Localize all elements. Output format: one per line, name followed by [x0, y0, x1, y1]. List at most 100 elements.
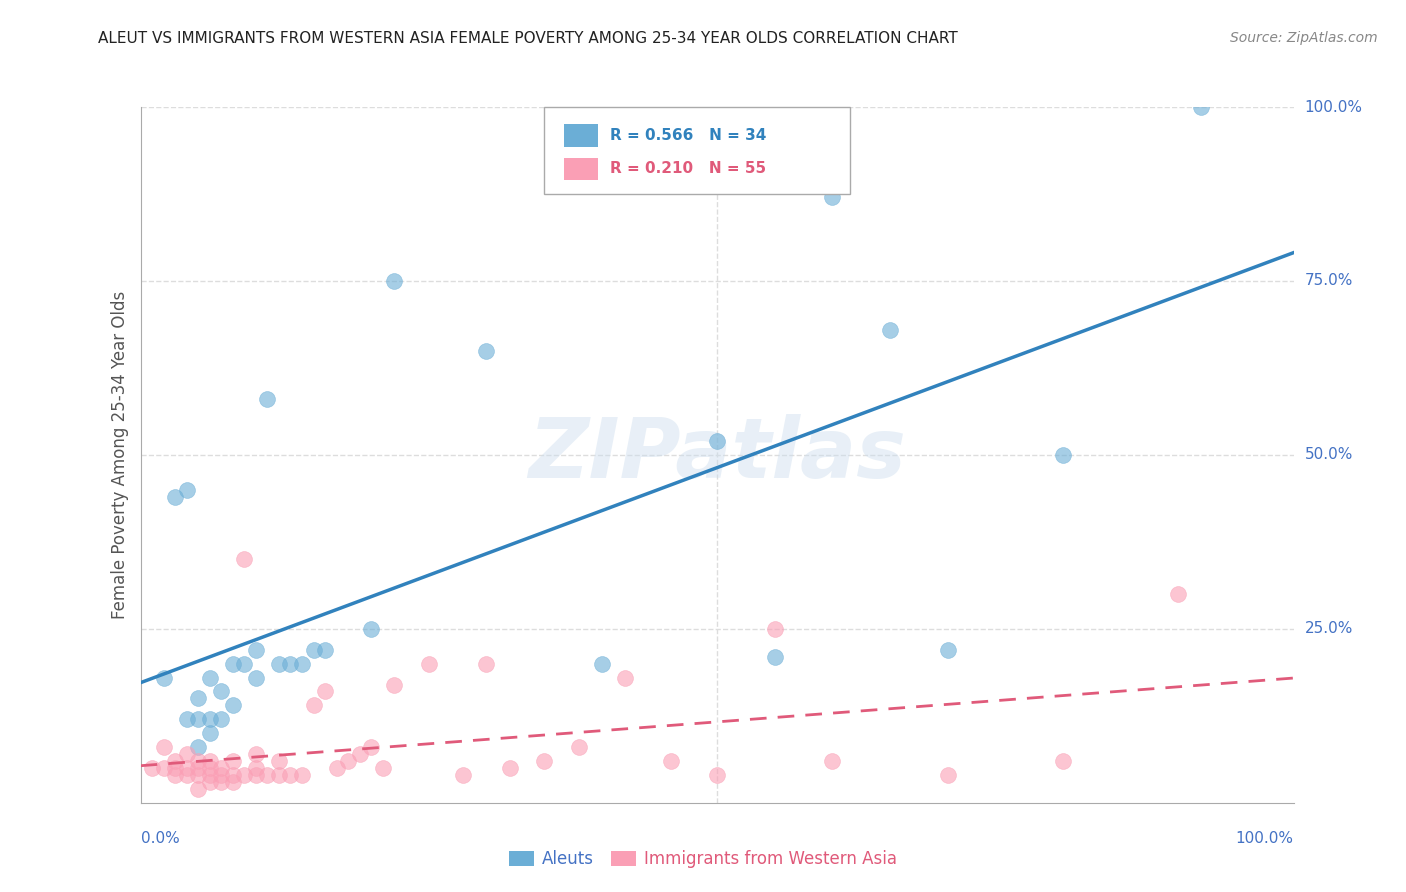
- Text: ZIPatlas: ZIPatlas: [529, 415, 905, 495]
- Point: [763, 649, 786, 664]
- Point: [187, 761, 209, 775]
- Point: [936, 768, 959, 782]
- Point: [187, 754, 209, 768]
- Point: [187, 781, 209, 796]
- Point: [222, 768, 245, 782]
- Point: [349, 747, 371, 761]
- Point: [165, 754, 187, 768]
- Text: Source: ZipAtlas.com: Source: ZipAtlas.com: [1230, 31, 1378, 45]
- Point: [568, 740, 591, 755]
- Point: [1167, 587, 1189, 601]
- Point: [256, 768, 278, 782]
- Point: [325, 761, 347, 775]
- Point: [198, 768, 221, 782]
- Y-axis label: Female Poverty Among 25-34 Year Olds: Female Poverty Among 25-34 Year Olds: [111, 291, 129, 619]
- Point: [222, 698, 245, 713]
- Point: [245, 642, 267, 657]
- Point: [302, 642, 325, 657]
- Point: [591, 657, 613, 671]
- Legend: Aleuts, Immigrants from Western Asia: Aleuts, Immigrants from Western Asia: [502, 844, 904, 875]
- Point: [176, 483, 198, 497]
- Point: [256, 392, 278, 407]
- Point: [659, 754, 682, 768]
- Point: [198, 761, 221, 775]
- FancyBboxPatch shape: [544, 107, 849, 194]
- Text: 50.0%: 50.0%: [1305, 448, 1353, 462]
- Point: [498, 761, 520, 775]
- Text: R = 0.566   N = 34: R = 0.566 N = 34: [610, 128, 766, 143]
- Point: [165, 768, 187, 782]
- Point: [314, 642, 336, 657]
- Point: [152, 671, 174, 685]
- Point: [267, 768, 290, 782]
- Text: R = 0.210   N = 55: R = 0.210 N = 55: [610, 161, 766, 177]
- Point: [533, 754, 555, 768]
- Point: [821, 190, 844, 204]
- Point: [198, 726, 221, 740]
- Point: [233, 657, 256, 671]
- Point: [267, 754, 290, 768]
- Point: [821, 754, 844, 768]
- Point: [706, 768, 728, 782]
- Point: [245, 747, 267, 761]
- Point: [209, 775, 232, 789]
- Point: [209, 768, 232, 782]
- Bar: [564, 158, 599, 180]
- Text: 0.0%: 0.0%: [141, 830, 180, 846]
- Point: [475, 657, 498, 671]
- Point: [209, 712, 232, 726]
- Point: [360, 740, 382, 755]
- Point: [176, 768, 198, 782]
- Point: [314, 684, 336, 698]
- Point: [291, 657, 314, 671]
- Point: [222, 754, 245, 768]
- Text: 100.0%: 100.0%: [1305, 100, 1362, 114]
- Point: [1052, 754, 1074, 768]
- Point: [337, 754, 360, 768]
- Point: [198, 754, 221, 768]
- Point: [176, 761, 198, 775]
- Point: [233, 768, 256, 782]
- Point: [222, 657, 245, 671]
- Point: [233, 552, 256, 566]
- Point: [360, 622, 382, 636]
- Point: [291, 768, 314, 782]
- Point: [141, 761, 163, 775]
- Point: [245, 768, 267, 782]
- Point: [936, 642, 959, 657]
- Point: [302, 698, 325, 713]
- Bar: [564, 124, 599, 146]
- Point: [152, 761, 174, 775]
- Point: [165, 761, 187, 775]
- Point: [198, 671, 221, 685]
- Point: [763, 622, 786, 636]
- Point: [418, 657, 440, 671]
- Point: [187, 691, 209, 706]
- Point: [280, 657, 302, 671]
- Point: [152, 740, 174, 755]
- Point: [198, 775, 221, 789]
- Point: [198, 712, 221, 726]
- Point: [209, 761, 232, 775]
- Point: [267, 657, 290, 671]
- Point: [382, 274, 405, 288]
- Point: [245, 761, 267, 775]
- Point: [382, 677, 405, 691]
- Point: [613, 671, 636, 685]
- Point: [1052, 448, 1074, 462]
- Point: [280, 768, 302, 782]
- Text: 75.0%: 75.0%: [1305, 274, 1353, 288]
- Point: [453, 768, 475, 782]
- Point: [176, 747, 198, 761]
- Point: [187, 740, 209, 755]
- Point: [371, 761, 394, 775]
- Point: [222, 775, 245, 789]
- Text: ALEUT VS IMMIGRANTS FROM WESTERN ASIA FEMALE POVERTY AMONG 25-34 YEAR OLDS CORRE: ALEUT VS IMMIGRANTS FROM WESTERN ASIA FE…: [98, 31, 957, 46]
- Point: [1189, 100, 1212, 114]
- Point: [879, 323, 901, 337]
- Point: [187, 768, 209, 782]
- Point: [187, 712, 209, 726]
- Point: [245, 671, 267, 685]
- Point: [209, 684, 232, 698]
- Text: 25.0%: 25.0%: [1305, 622, 1353, 636]
